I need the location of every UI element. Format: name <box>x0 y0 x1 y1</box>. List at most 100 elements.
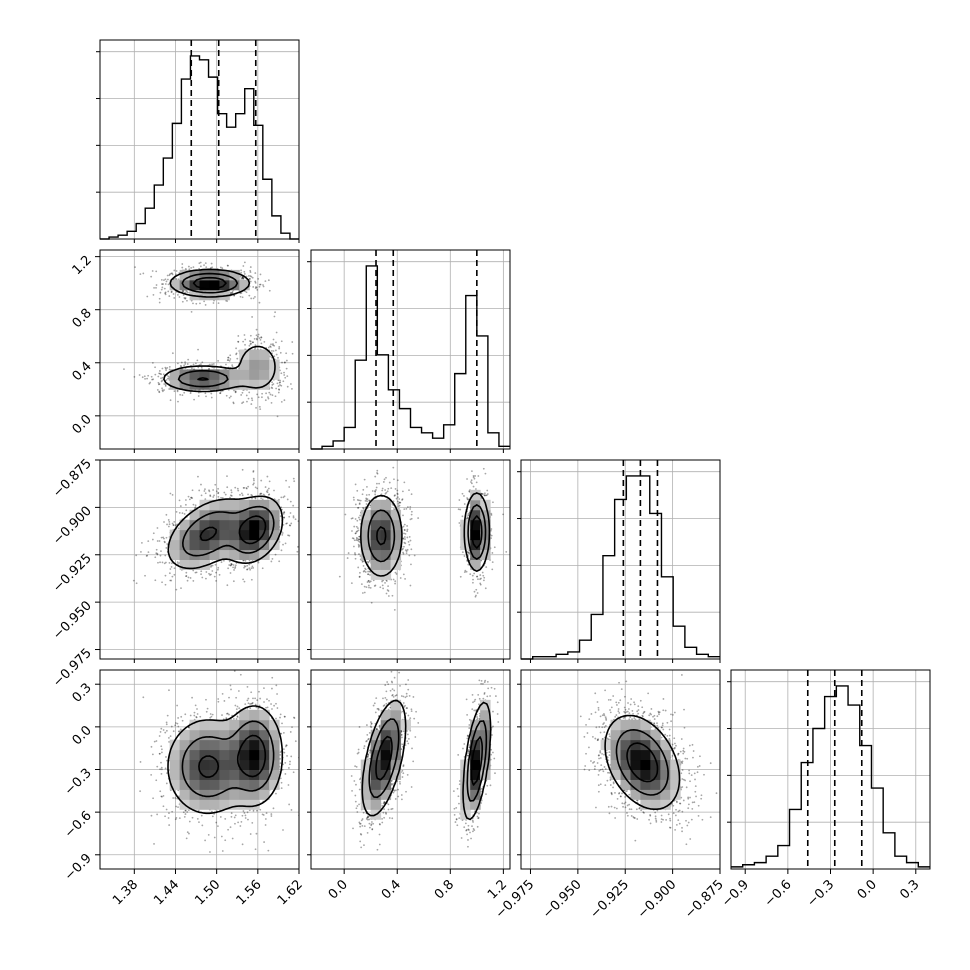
sample-point <box>475 594 477 597</box>
density-cell <box>219 529 230 541</box>
sample-point <box>267 487 270 490</box>
sample-point <box>286 375 289 377</box>
density-cell <box>229 509 240 521</box>
sample-point <box>173 520 176 523</box>
sample-point <box>249 343 252 346</box>
density-cell <box>189 559 200 570</box>
sample-point <box>175 270 178 272</box>
sample-point <box>154 579 157 582</box>
sample-point <box>474 595 477 598</box>
sample-point <box>167 375 170 378</box>
sample-point <box>359 514 362 517</box>
sample-point <box>257 277 260 280</box>
sample-point <box>471 574 474 577</box>
sample-point <box>138 374 141 376</box>
axes-frame <box>99 39 300 240</box>
sample-point <box>200 366 203 369</box>
sample-point <box>259 283 262 286</box>
sample-point <box>482 574 485 577</box>
sample-point <box>465 570 468 573</box>
sample-point <box>402 551 404 554</box>
sample-point <box>164 278 167 281</box>
sample-point <box>163 389 165 391</box>
sample-point <box>283 511 286 513</box>
sample-point <box>358 540 360 543</box>
sample-point <box>204 488 206 491</box>
sample-point <box>475 481 478 484</box>
sample-point <box>221 267 224 270</box>
sample-point <box>159 372 162 375</box>
sample-point <box>161 387 163 390</box>
sample-point <box>230 563 233 566</box>
density-cell <box>239 549 250 560</box>
sample-point <box>259 408 262 411</box>
sample-point <box>168 520 171 523</box>
sample-point <box>155 270 158 273</box>
sample-point <box>229 494 232 497</box>
sample-point <box>352 537 355 540</box>
density-cell <box>229 499 240 511</box>
sample-point <box>250 578 253 581</box>
sample-point <box>220 390 222 393</box>
sample-point <box>178 512 181 514</box>
sample-point <box>160 288 163 291</box>
sample-point <box>259 338 262 341</box>
sample-point <box>170 566 173 568</box>
sample-point <box>367 561 370 564</box>
sample-point <box>482 467 485 470</box>
sample-point <box>229 564 232 567</box>
sample-point <box>250 567 253 570</box>
sample-point <box>192 580 195 582</box>
sample-point <box>281 532 284 534</box>
sample-point <box>198 262 201 265</box>
sample-point <box>271 384 274 386</box>
sample-point <box>219 392 222 395</box>
sample-point <box>235 347 237 350</box>
sample-point <box>466 517 469 520</box>
density-cell <box>229 539 240 551</box>
density-cell <box>199 559 210 570</box>
sample-point <box>158 391 161 394</box>
density-cell <box>199 289 210 301</box>
sample-point <box>162 373 165 376</box>
sample-point <box>280 400 283 403</box>
sample-point <box>166 367 169 369</box>
sample-point <box>277 385 280 388</box>
sample-point <box>158 370 161 372</box>
sample-point <box>391 594 394 597</box>
panel-content <box>311 460 510 659</box>
sample-point <box>141 541 143 544</box>
sample-point <box>273 355 276 358</box>
sample-point <box>159 561 161 564</box>
sample-point <box>234 564 237 567</box>
sample-point <box>404 549 407 551</box>
sample-point <box>270 560 273 563</box>
sample-point <box>229 358 232 360</box>
sample-point <box>208 367 210 370</box>
sample-point <box>463 495 465 497</box>
sample-point <box>382 481 385 483</box>
sample-point <box>267 279 270 282</box>
sample-point <box>276 415 279 418</box>
sample-point <box>403 528 406 531</box>
sample-point <box>254 287 257 290</box>
density-cell <box>269 509 280 521</box>
sample-point <box>226 475 228 478</box>
sample-point <box>169 579 172 582</box>
sample-point <box>313 486 315 488</box>
sample-point <box>145 555 148 557</box>
sample-point <box>291 388 293 390</box>
sample-point <box>208 572 210 575</box>
sample-point <box>164 366 167 369</box>
sample-point <box>173 297 176 299</box>
sample-point <box>263 340 266 343</box>
sample-point <box>171 494 174 496</box>
sample-point <box>290 522 293 525</box>
sample-point <box>228 359 231 362</box>
sample-point <box>361 560 364 563</box>
sample-point <box>351 517 354 520</box>
sample-point <box>467 498 470 501</box>
sample-point <box>158 372 161 375</box>
sample-point <box>144 574 146 577</box>
sample-point <box>269 393 272 396</box>
